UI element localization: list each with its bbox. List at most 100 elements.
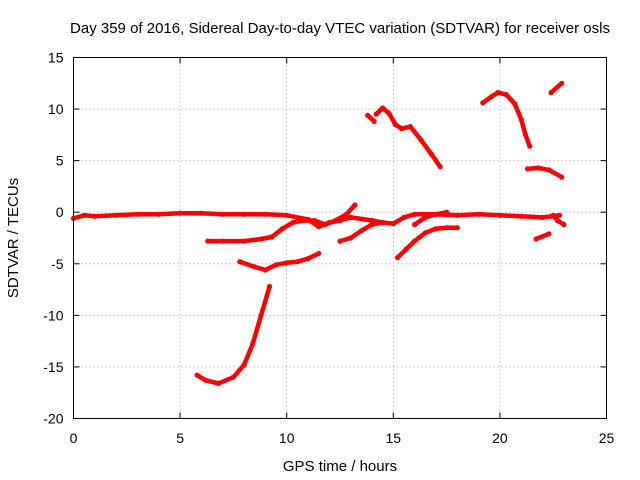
data-point — [525, 166, 531, 172]
x-tick-label: 25 — [599, 430, 615, 446]
data-point — [373, 111, 379, 117]
data-point — [301, 217, 307, 224]
data-point — [230, 374, 236, 380]
plot-area — [70, 80, 567, 386]
data-point — [343, 211, 349, 217]
data-point — [333, 217, 339, 224]
y-tick-label: 15 — [48, 50, 64, 66]
data-point — [497, 212, 503, 218]
data-point — [518, 213, 524, 219]
data-point — [390, 221, 396, 227]
data-point — [273, 262, 279, 268]
y-tick-label: 5 — [56, 153, 64, 169]
x-tick-label: 20 — [492, 430, 508, 446]
data-point — [194, 372, 200, 378]
data-point — [258, 312, 264, 318]
data-point — [433, 211, 439, 217]
data-point — [395, 255, 401, 261]
data-point — [559, 174, 565, 180]
data-point — [177, 210, 183, 216]
data-point — [554, 217, 561, 224]
data-point — [539, 214, 546, 220]
data-point — [422, 214, 428, 220]
x-tick-label: 5 — [176, 430, 184, 446]
data-point — [269, 234, 275, 240]
data-point — [454, 212, 460, 218]
data-point — [412, 238, 418, 244]
data-point — [358, 228, 364, 234]
data-point — [258, 236, 264, 242]
data-point — [284, 212, 290, 218]
data-point — [215, 380, 222, 386]
data-point — [522, 132, 529, 138]
data-point — [559, 80, 565, 86]
data-point — [203, 377, 209, 383]
x-tick-label: 10 — [279, 430, 295, 446]
data-point — [561, 222, 567, 228]
data-point — [480, 100, 486, 106]
data-point — [352, 202, 358, 208]
data-point — [369, 217, 375, 224]
data-point — [267, 283, 273, 290]
data-point — [311, 217, 317, 224]
series-track-deep — [194, 284, 272, 386]
data-point — [380, 105, 386, 111]
data-point — [407, 124, 413, 130]
data-point — [262, 267, 268, 273]
data-point — [156, 211, 162, 217]
data-point — [205, 238, 211, 244]
data-point — [533, 236, 539, 242]
data-point — [348, 214, 354, 220]
data-point — [412, 211, 418, 217]
data-point — [437, 164, 443, 170]
data-point — [550, 212, 556, 218]
data-point — [252, 264, 258, 270]
data-point — [237, 259, 243, 265]
data-point — [454, 225, 460, 231]
data-point — [81, 212, 87, 218]
data-point — [399, 126, 405, 132]
series-arc-mid-b — [373, 105, 443, 170]
plot-frame — [73, 57, 607, 419]
y-tick-label: -10 — [43, 307, 63, 323]
data-point — [337, 238, 343, 244]
data-point — [557, 212, 563, 218]
data-point — [241, 238, 247, 244]
data-point — [401, 214, 407, 220]
data-point — [433, 226, 439, 232]
data-point — [305, 256, 311, 262]
series-track-rise-2 — [412, 209, 449, 227]
chart-title: Day 359 of 2016, Sidereal Day-to-day VTE… — [70, 20, 610, 37]
axis-ticks: 0 5 10 15 20 25 -20 -15 -10 -5 0 5 10 15 — [43, 50, 614, 447]
data-point — [546, 167, 552, 173]
y-tick-label: 0 — [56, 204, 64, 220]
data-point — [365, 112, 371, 118]
series-arc-late — [525, 165, 564, 180]
data-point — [392, 121, 398, 128]
data-point — [418, 137, 424, 143]
data-point — [546, 231, 552, 237]
data-point — [403, 246, 409, 252]
data-point — [316, 250, 322, 257]
data-point — [92, 213, 98, 219]
data-point — [348, 235, 354, 241]
series-track-upper-1 — [205, 202, 358, 244]
data-point — [322, 222, 328, 228]
data-point — [548, 90, 554, 96]
x-axis-label: GPS time / hours — [283, 458, 397, 475]
data-point — [386, 110, 392, 116]
data-point — [279, 226, 285, 232]
data-point — [220, 238, 226, 244]
grid — [73, 57, 607, 419]
data-point — [422, 230, 428, 236]
data-point — [134, 211, 141, 217]
data-point — [241, 362, 247, 368]
data-point — [444, 225, 450, 231]
data-point — [412, 222, 418, 228]
data-point — [518, 116, 524, 122]
x-tick-label: 15 — [386, 430, 402, 446]
y-axis-label: SDTVAR / TECUs — [5, 178, 22, 298]
data-point — [262, 211, 268, 217]
data-point — [371, 118, 377, 124]
